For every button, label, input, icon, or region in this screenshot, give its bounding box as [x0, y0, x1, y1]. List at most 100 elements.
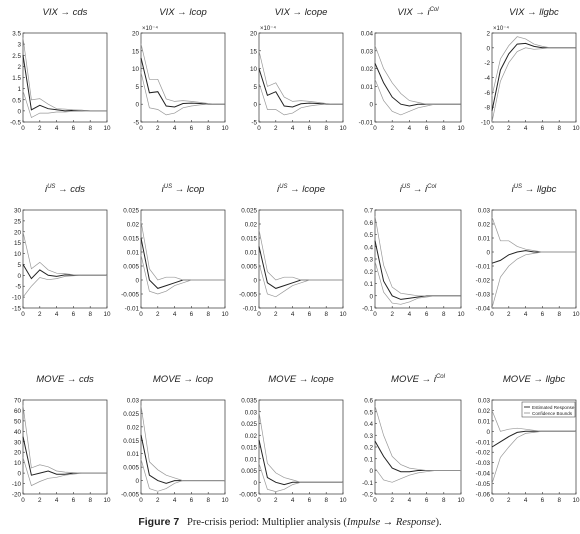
x-tick-label: 6: [425, 311, 429, 318]
y-tick-label: -0.01: [476, 439, 491, 446]
x-tick-label: 10: [103, 311, 111, 318]
x-tick-label: 4: [55, 497, 59, 504]
y-tick-label: 0.02: [361, 66, 374, 73]
y-tick-label: 0.3: [364, 257, 373, 264]
y-tick-label: 0.015: [241, 445, 257, 452]
y-tick-label: 0.4: [364, 244, 373, 251]
figure-caption: Figure 7 Pre-crisis period: Multiplier a…: [0, 516, 580, 528]
confidence-bound-line: [258, 263, 343, 298]
y-tick-label: 0.2: [364, 269, 373, 276]
y-tick-label: 20: [14, 450, 22, 457]
x-tick-label: 4: [291, 311, 295, 318]
y-tick-label: 0: [486, 429, 490, 436]
y-tick-label: 0.01: [127, 250, 140, 257]
plot-frame: [22, 32, 108, 123]
x-tick-label: 2: [507, 125, 511, 132]
y-tick-label: -6: [484, 90, 490, 97]
y-tick-label: -8: [484, 105, 490, 112]
confidence-bound-line: [22, 405, 107, 474]
x-tick-label: 2: [507, 497, 511, 504]
y-tick-label: -10: [12, 295, 22, 302]
y-tick-label: 0.03: [478, 398, 491, 405]
axis-multiplier: ×10⁻⁴: [493, 25, 509, 32]
y-tick-label: -0.2: [362, 492, 373, 499]
y-tick-label: 25: [14, 218, 22, 225]
y-tick-label: 5: [135, 84, 139, 91]
y-tick-label: -0.01: [243, 306, 258, 313]
confidence-bound-line: [140, 459, 225, 492]
plot-frame: [140, 209, 226, 309]
x-tick-label: 6: [190, 125, 194, 132]
x-tick-label: 2: [507, 311, 511, 318]
x-tick-label: 8: [324, 497, 328, 504]
x-tick-label: 8: [324, 311, 328, 318]
x-tick-label: 0: [373, 311, 377, 318]
plot-frame: [374, 32, 462, 123]
y-tick-label: 20: [132, 31, 140, 38]
x-tick-label: 10: [221, 311, 229, 318]
y-tick-label: -4: [484, 75, 490, 82]
x-tick-label: 2: [274, 497, 278, 504]
y-tick-label: -0.06: [476, 492, 491, 499]
y-tick-label: -0.03: [476, 460, 491, 467]
estimated-response-line: [258, 439, 343, 486]
y-tick-label: 20: [250, 31, 258, 38]
y-tick-label: 0.02: [245, 433, 258, 440]
estimated-response-line: [22, 436, 107, 476]
x-tick-label: 10: [339, 311, 347, 318]
confidence-bound-line: [374, 261, 461, 305]
y-tick-label: 0: [369, 102, 373, 109]
x-tick-label: 2: [156, 311, 160, 318]
y-tick-label: 0.6: [364, 398, 373, 405]
x-tick-label: 4: [55, 125, 59, 132]
confidence-bound-line: [22, 37, 107, 112]
estimated-response-line: [22, 55, 107, 112]
estimated-response-line: [491, 430, 576, 448]
figure-label: Figure 7: [138, 516, 180, 528]
y-tick-label: 0: [253, 480, 257, 487]
y-tick-label: -0.1: [362, 306, 373, 313]
confidence-bound-line: [140, 72, 225, 116]
y-tick-label: -0.05: [476, 481, 491, 488]
panel-title: iUS → lcope: [277, 184, 325, 195]
x-tick-label: 2: [274, 311, 278, 318]
y-tick-label: 10: [14, 460, 22, 467]
confidence-bound-line: [258, 50, 343, 105]
x-tick-label: 10: [457, 311, 465, 318]
confidence-bound-line: [22, 90, 107, 119]
confidence-bound-line: [491, 36, 576, 97]
x-tick-label: 2: [38, 497, 42, 504]
panel-title: MOVE → lcop: [153, 374, 213, 385]
x-tick-label: 4: [408, 311, 412, 318]
y-tick-label: 1.5: [12, 75, 21, 82]
y-tick-label: 3: [17, 42, 21, 49]
x-tick-label: 0: [373, 125, 377, 132]
estimated-response-line: [140, 434, 225, 484]
y-tick-label: 0.025: [123, 411, 139, 418]
x-tick-label: 4: [524, 125, 528, 132]
x-tick-label: 10: [339, 125, 347, 132]
x-tick-label: 0: [21, 311, 25, 318]
legend-label: Estimated Response: [532, 405, 575, 410]
estimated-response-line: [374, 63, 461, 107]
confidence-bound-line: [140, 254, 225, 295]
y-tick-label: 30: [14, 208, 22, 215]
y-tick-label: 0.02: [245, 222, 258, 229]
estimated-response-line: [140, 57, 225, 108]
y-tick-label: 0.025: [241, 208, 257, 215]
y-tick-label: -5: [251, 120, 257, 127]
x-tick-label: 6: [72, 497, 76, 504]
caption-arrow: →: [382, 517, 394, 528]
confidence-bound-line: [258, 229, 343, 281]
y-tick-label: 0.005: [123, 465, 139, 472]
y-tick-label: 0.02: [127, 222, 140, 229]
y-tick-label: 0.025: [241, 421, 257, 428]
panel-title: MOVE → lcope: [268, 374, 333, 385]
x-tick-label: 4: [408, 497, 412, 504]
y-tick-label: 0.01: [127, 451, 140, 458]
y-tick-label: 0.03: [361, 48, 374, 55]
y-tick-label: -0.01: [359, 120, 374, 127]
panel-title: VIX → iCol: [397, 7, 439, 18]
estimated-response-line: [258, 246, 343, 289]
